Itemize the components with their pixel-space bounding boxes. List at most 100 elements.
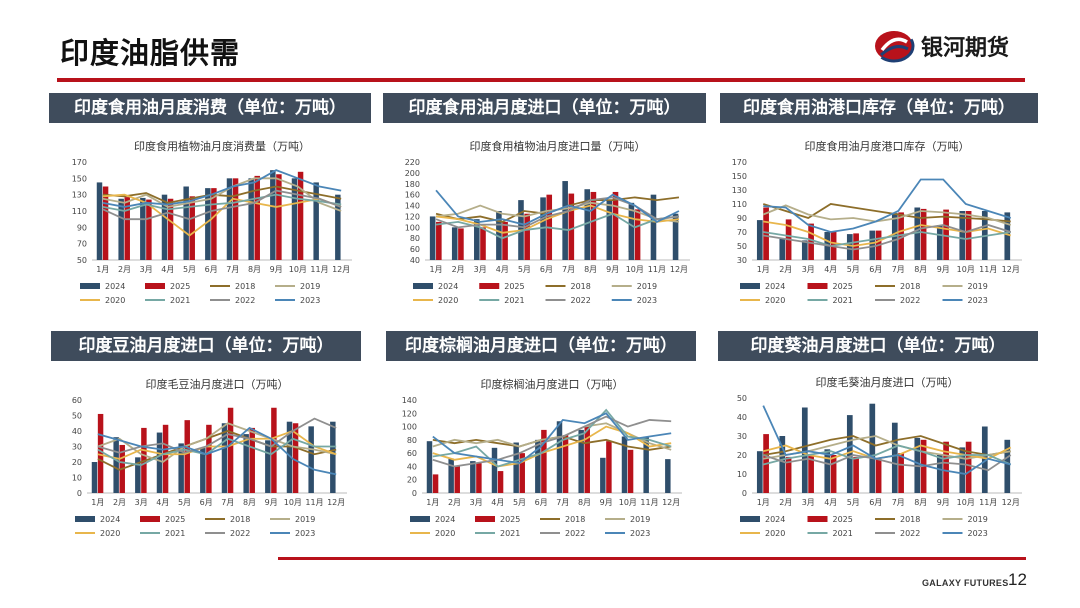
bar-2024-4 [156,432,163,493]
bar-2024-3 [470,461,476,493]
x-tick-label: 12月 [1002,265,1020,274]
legend-swatch-2025 [807,283,828,289]
chart-title: 印度毛豆油月度进口（万吨） [146,377,289,391]
bar-2024-8 [584,189,591,260]
x-tick-label: 2月 [779,498,792,507]
line-2018 [102,185,342,204]
line-2023 [432,412,672,465]
bar-2024-2 [779,239,786,260]
bar-2024-6 [535,439,541,493]
bar-2025-2 [454,466,460,493]
y-tick-label: 50 [77,256,87,265]
x-tick-label: 5月 [513,498,526,507]
page-number: 12 [1008,570,1027,589]
x-tick-label: 1月 [91,498,104,507]
y-tick-label: 0 [742,489,747,498]
y-tick-label: 50 [737,394,747,403]
x-tick-label: 9月 [265,498,278,507]
bar-2025-9 [943,209,949,260]
bar-2024-9 [606,200,613,260]
legend-label-2023: 2023 [300,296,320,305]
bar-2024-10 [621,436,628,493]
bar-2024-9 [936,455,943,493]
y-tick-label: 110 [72,207,87,216]
bar-2025-6 [206,424,212,493]
legend-label-2018: 2018 [900,515,920,524]
x-tick-label: 9月 [937,498,950,507]
x-tick-label: 1月 [429,265,442,274]
y-tick-label: 10 [72,474,82,483]
x-tick-label: 3月 [474,265,487,274]
x-tick-label: 12月 [1002,498,1020,507]
x-tick-label: 5月 [847,265,860,274]
bar-2025-5 [519,453,525,493]
x-tick-label: 1月 [426,498,439,507]
legend-swatch-2024 [75,516,95,522]
x-tick-label: 4月 [491,498,504,507]
legend-label-2018: 2018 [230,515,250,524]
bar-2024-4 [496,211,502,260]
bar-2024-2 [118,198,124,260]
legend-swatch-2024 [413,283,433,289]
x-tick-label: 4月 [156,498,169,507]
x-tick-label: 4月 [496,265,509,274]
y-tick-label: 130 [732,186,747,195]
bar-2025-5 [184,420,190,493]
y-tick-label: 180 [405,180,420,189]
y-tick-label: 120 [402,409,417,418]
bar-2024-10 [291,178,298,260]
x-tick-label: 9月 [270,265,283,274]
x-tick-label: 11月 [648,265,666,274]
x-tick-label: 3月 [135,498,148,507]
bar-2025-8 [249,427,255,493]
legend-label-2020: 2020 [765,529,785,538]
legend-label-2023: 2023 [295,529,315,538]
line-2022 [432,415,672,468]
x-tick-label: 8月 [578,498,591,507]
x-tick-label: 8月 [584,265,597,274]
legend-label-2020: 2020 [100,529,120,538]
chart-title: 印度棕榈油月度进口（万吨） [481,377,624,391]
legend-label-2021: 2021 [833,296,853,305]
bar-2025-7 [227,407,234,493]
bar-2024-8 [248,178,254,260]
bar-2025-3 [808,455,814,493]
x-tick-label: 7月 [221,498,234,507]
x-tick-label: 2月 [779,265,792,274]
bar-2025-4 [162,424,169,493]
x-tick-label: 7月 [556,498,569,507]
x-tick-label: 8月 [914,265,927,274]
bar-2024-3 [135,457,141,493]
y-tick-label: 0 [412,489,417,498]
bar-2024-3 [801,407,808,493]
bar-2025-3 [480,227,486,260]
panel-header-soyoil-imports: 印度豆油月度进口（单位：万吨） [51,331,361,361]
bar-2025-10 [634,209,641,260]
x-tick-label: 12月 [662,498,680,507]
bar-2024-1 [756,220,763,260]
bar-2024-11 [308,426,314,493]
panel-header-consumption: 印度食用油月度消费（单位：万吨） [49,93,371,123]
legend-swatch-2025 [479,283,500,289]
line-2021 [432,408,672,468]
bar-2025-4 [497,471,504,493]
chart-port-stocks: 印度食用油月度港口库存（万吨） 30 50 70 90 110 130 150 170 1月 2月 3… [732,139,1022,305]
legend-label-2019: 2019 [637,282,657,291]
line-2018 [763,435,1011,456]
x-tick-label: 7月 [892,265,905,274]
bar-2024-12 [665,459,671,493]
chart-title: 印度食用植物油月度进口量（万吨） [470,139,646,153]
x-tick-label: 3月 [470,498,483,507]
y-tick-label: 220 [405,158,420,167]
x-tick-label: 7月 [226,265,239,274]
bar-2024-6 [869,403,876,493]
x-tick-label: 7月 [562,265,575,274]
x-tick-label: 11月 [310,265,328,274]
line-2023 [102,169,342,208]
x-tick-label: 3月 [802,265,815,274]
legend-label-2021: 2021 [833,529,853,538]
y-tick-label: 40 [410,256,420,265]
brand-name: 银河期货 [921,36,1010,61]
bar-2024-5 [846,234,853,260]
bar-2024-8 [914,207,921,260]
